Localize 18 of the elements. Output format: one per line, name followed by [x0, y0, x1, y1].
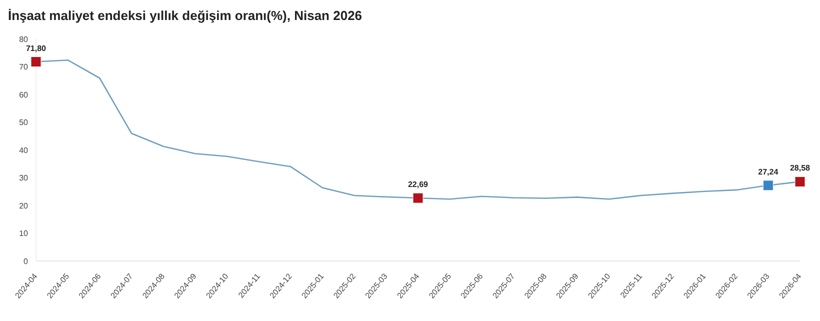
- data-label: 22,69: [408, 180, 429, 190]
- y-tick-label: 0: [24, 256, 29, 266]
- data-label: 28,58: [790, 164, 811, 173]
- y-tick-label: 50: [19, 118, 29, 128]
- data-label: 27,24: [758, 167, 779, 176]
- y-tick-label: 40: [19, 146, 29, 155]
- y-tick-label: 70: [19, 62, 29, 72]
- y-tick-label: 60: [19, 90, 29, 100]
- y-tick-label: 30: [19, 174, 29, 183]
- y-tick-label: 10: [19, 229, 29, 238]
- y-tick-label: 20: [19, 201, 29, 210]
- chart-title: İnşaat maliyet endeksi yıllık değişim oranı(%), Nisan 2026: [8, 8, 364, 25]
- y-tick-label: 80: [19, 34, 29, 44]
- data-label: 71,80: [26, 44, 47, 53]
- point: [412, 192, 424, 204]
- point: [794, 176, 806, 187]
- point: [30, 56, 42, 68]
- point: [762, 180, 774, 191]
